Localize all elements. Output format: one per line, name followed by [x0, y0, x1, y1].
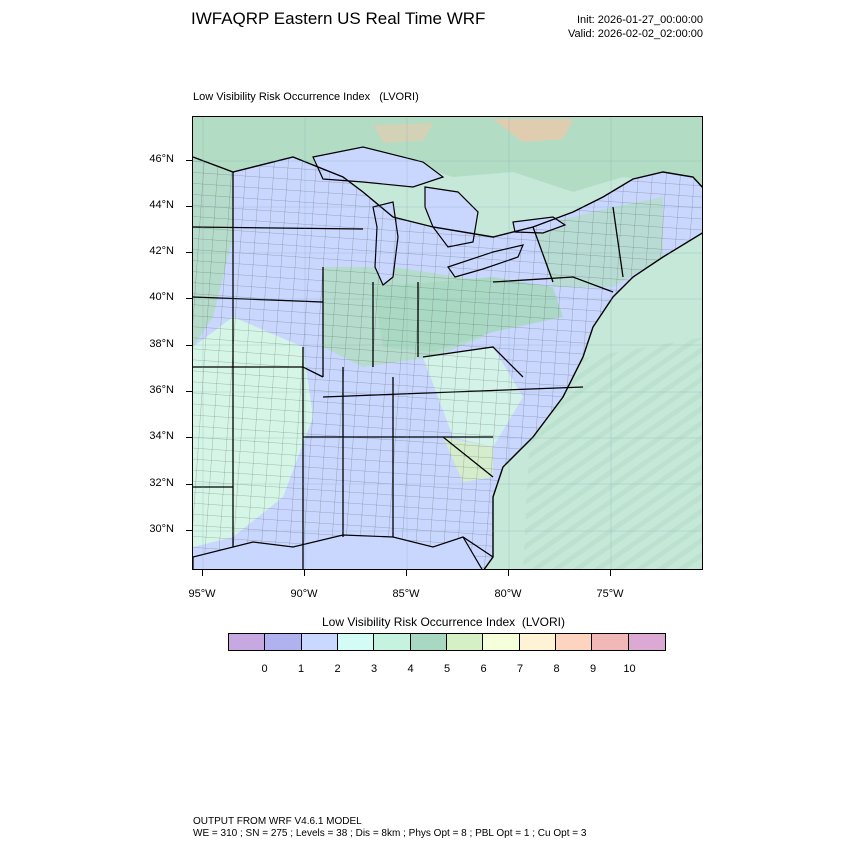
lat-label: 36°N — [149, 384, 174, 396]
colorbar-swatch — [446, 634, 484, 650]
lon-label: 95°W — [188, 588, 216, 600]
lat-label: 44°N — [149, 199, 174, 211]
lon-tick — [406, 570, 407, 576]
lon-label: 90°W — [290, 588, 318, 600]
colorbar-tick-label: 6 — [480, 663, 487, 675]
lat-label: 34°N — [149, 430, 174, 442]
colorbar-title: Low Visibility Risk Occurrence Index (LV… — [322, 615, 565, 629]
lon-tick — [508, 570, 509, 576]
lat-label: 42°N — [149, 245, 174, 257]
colorbar-swatch — [483, 634, 520, 650]
lat-tick — [186, 298, 192, 299]
colorbar-swatch — [519, 634, 556, 650]
colorbar-tick-label: 2 — [334, 663, 341, 675]
colorbar-swatch — [555, 634, 593, 650]
colorbar-tick-label: 1 — [297, 663, 305, 675]
colorbar-swatch — [301, 634, 338, 650]
lat-tick — [186, 252, 192, 253]
colorbar-swatch — [592, 634, 629, 650]
lat-tick — [186, 160, 192, 161]
lat-tick — [186, 530, 192, 531]
lat-label: 46°N — [149, 153, 174, 165]
lat-label: 32°N — [149, 477, 174, 489]
colorbar-tick-label: 10 — [623, 663, 636, 675]
colorbar-swatch — [229, 634, 266, 650]
valid-time: Valid: 2026-02-02_02:00:00 — [568, 28, 703, 40]
model-version: OUTPUT FROM WRF V4.6.1 MODEL — [193, 816, 362, 827]
plot-title: IWFAQRP Eastern US Real Time WRF — [191, 9, 486, 28]
lat-tick — [186, 345, 192, 346]
lon-label: 75°W — [596, 588, 624, 600]
colorbar-swatch — [265, 634, 302, 650]
lat-label: 30°N — [149, 523, 174, 535]
lon-tick — [202, 570, 203, 576]
warm-patch — [493, 119, 573, 142]
lon-label: 85°W — [392, 588, 420, 600]
lon-tick — [304, 570, 305, 576]
colorbar — [228, 633, 666, 651]
colorbar-tick-label: 8 — [553, 663, 560, 675]
model-info: OUTPUT FROM WRF V4.6.1 MODEL WE = 310 ; … — [193, 816, 586, 840]
colorbar-tick-label: 4 — [407, 663, 414, 675]
warm-patch-2 — [373, 123, 433, 143]
colorbar-swatch — [337, 634, 375, 650]
lat-tick — [186, 437, 192, 438]
county-lines — [193, 157, 702, 569]
state-borders — [193, 172, 624, 569]
canada-north — [193, 117, 702, 192]
ocean-banding — [523, 337, 702, 569]
colorbar-swatch — [374, 634, 411, 650]
colorbar-swatch — [410, 634, 447, 650]
map-svg — [193, 117, 702, 569]
colorbar-tick-label: 9 — [589, 663, 597, 675]
graticule — [193, 117, 702, 569]
colorbar-swatch — [628, 634, 665, 650]
run-times: Init: 2026-01-27_00:00:00 Valid: 2026-02… — [568, 13, 703, 41]
init-time: Init: 2026-01-27_00:00:00 — [577, 14, 703, 26]
coastline — [193, 156, 702, 569]
map-panel — [192, 116, 703, 570]
lat-label: 40°N — [149, 291, 174, 303]
lon-label: 80°W — [494, 588, 522, 600]
lat-label: 38°N — [149, 338, 174, 350]
colorbar-tick-label: 3 — [370, 663, 378, 675]
lat-tick — [186, 391, 192, 392]
colorbar-tick-label: 7 — [516, 663, 524, 675]
lat-tick — [186, 206, 192, 207]
colorbar-tick-label: 0 — [261, 663, 268, 675]
field-label: Low Visibility Risk Occurrence Index (LV… — [193, 91, 419, 103]
gulf-of-mexico — [193, 534, 483, 569]
lon-tick — [610, 570, 611, 576]
model-config: WE = 310 ; SN = 275 ; Levels = 38 ; Dis … — [193, 828, 587, 839]
lat-tick — [186, 484, 192, 485]
colorbar-tick-label: 5 — [443, 663, 451, 675]
